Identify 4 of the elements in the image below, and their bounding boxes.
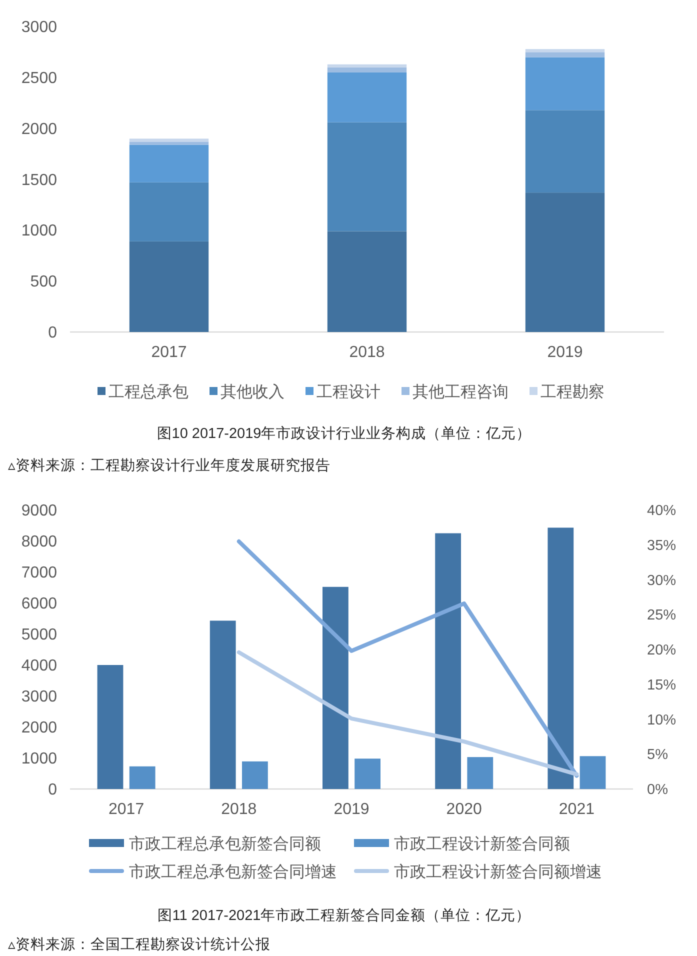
title: 图10 2017-2019年市政设计行业业务构成（单位：亿元）	[156, 426, 532, 442]
annotation: ▵资料来源：工程勘察设计行业年度发展研究报告	[8, 458, 330, 474]
title: 图11 2017-2021年市政工程新签合同金额（单位：亿元）	[157, 908, 531, 924]
annotation: ▵资料来源：全国工程勘察设计统计公报	[8, 937, 270, 953]
